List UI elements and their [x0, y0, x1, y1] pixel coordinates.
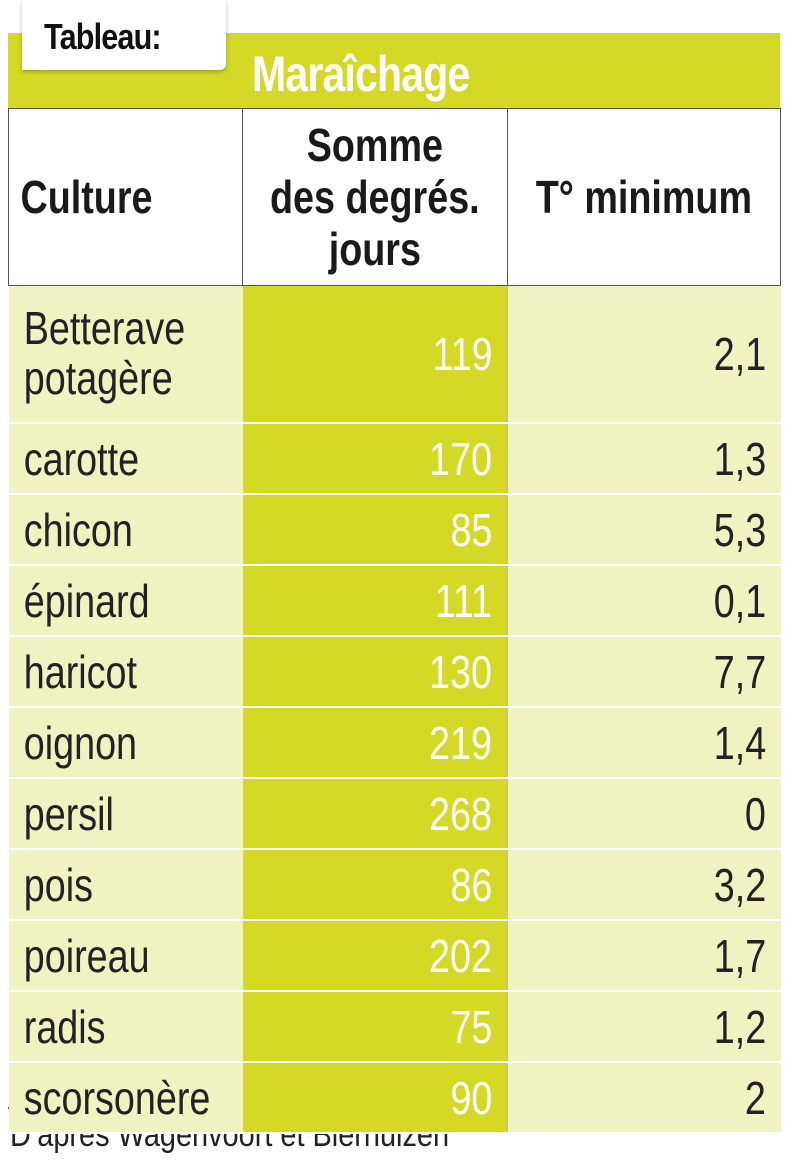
cell-t-min: 1,4 [507, 707, 781, 779]
table-row: persil 268 0 [8, 778, 781, 850]
table-row: Betterave potagère 119 2,1 [8, 285, 781, 424]
header-row: Culture Somme des degrés. jours T° minim… [8, 108, 781, 286]
tableau-label: Tableau: [22, 0, 226, 70]
table-title: Maraîchage [252, 46, 470, 102]
title-banner: Maraîchage [8, 33, 780, 108]
cell-culture: scorsonère [8, 1062, 243, 1134]
header-somme-line2: des degrés. [270, 171, 480, 223]
table-row: haricot 130 7,7 [8, 636, 781, 708]
cell-culture-line2: potagère [23, 352, 173, 404]
cell-culture: poireau [8, 920, 243, 992]
cell-culture: pois [8, 849, 243, 921]
cell-somme: 90 [242, 1062, 508, 1134]
cell-culture: oignon [8, 707, 243, 779]
cell-t-min: 1,2 [507, 991, 781, 1063]
cell-culture: persil [8, 778, 243, 850]
cell-culture: Betterave potagère [8, 285, 243, 424]
cell-t-min: 1,7 [507, 920, 781, 992]
table-row: scorsonère 90 2 [8, 1062, 781, 1134]
cell-somme: 86 [242, 849, 508, 921]
header-somme-line1: Somme [306, 119, 444, 171]
table-row: carotte 170 1,3 [8, 423, 781, 495]
header-somme: Somme des degrés. jours [242, 108, 508, 286]
cell-culture-line1: Betterave [23, 302, 185, 354]
cell-culture: radis [8, 991, 243, 1063]
cell-t-min: 0 [507, 778, 781, 850]
cell-t-min: 0,1 [507, 565, 781, 637]
cell-somme: 111 [242, 565, 508, 637]
cell-culture: carotte [8, 423, 243, 495]
cell-t-min: 1,3 [507, 423, 781, 495]
table-row: radis 75 1,2 [8, 991, 781, 1063]
table-row: poireau 202 1,7 [8, 920, 781, 992]
table-row: pois 86 3,2 [8, 849, 781, 921]
cell-culture: chicon [8, 494, 243, 566]
cell-culture: épinard [8, 565, 243, 637]
tableau-label-text: Tableau: [44, 16, 162, 57]
header-somme-line3: jours [328, 223, 422, 275]
cell-t-min: 2 [507, 1062, 781, 1134]
cell-culture: haricot [8, 636, 243, 708]
cell-somme: 85 [242, 494, 508, 566]
cell-somme: 202 [242, 920, 508, 992]
cell-t-min: 2,1 [507, 285, 781, 424]
cell-somme: 170 [242, 423, 508, 495]
cell-t-min: 7,7 [507, 636, 781, 708]
data-table: Culture Somme des degrés. jours T° minim… [8, 108, 781, 1134]
header-t-min: T° minimum [507, 108, 781, 286]
cell-somme: 268 [242, 778, 508, 850]
header-culture: Culture [8, 108, 243, 286]
cell-somme: 119 [242, 285, 508, 424]
cell-somme: 75 [242, 991, 508, 1063]
table-row: oignon 219 1,4 [8, 707, 781, 779]
cell-t-min: 3,2 [507, 849, 781, 921]
table-row: épinard 111 0,1 [8, 565, 781, 637]
cell-t-min: 5,3 [507, 494, 781, 566]
table-row: chicon 85 5,3 [8, 494, 781, 566]
cell-somme: 219 [242, 707, 508, 779]
cell-somme: 130 [242, 636, 508, 708]
